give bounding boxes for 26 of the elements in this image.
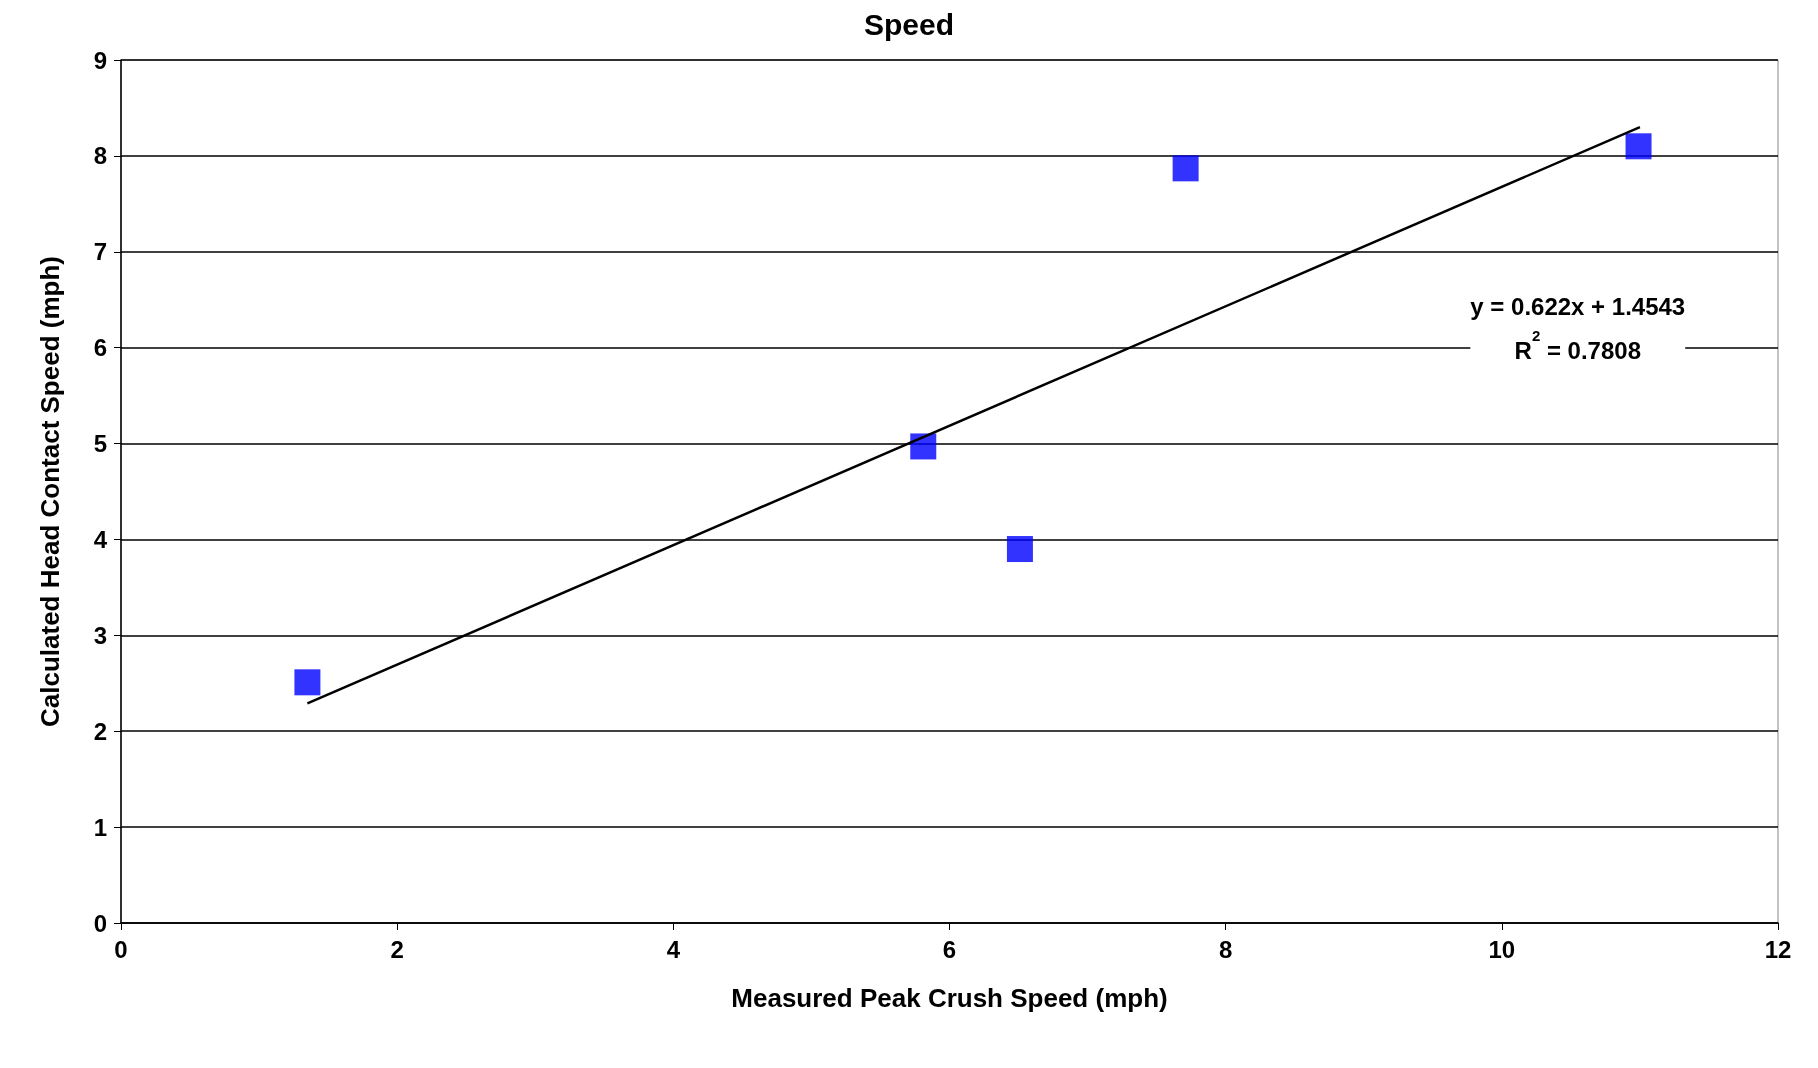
annotation: y = 0.622x + 1.4543 — [1470, 292, 1686, 320]
y-tick-label: 6 — [93, 334, 107, 362]
chart-title: Speed — [863, 7, 955, 41]
y-axis-title: Calculated Head Contact Speed (mph) — [35, 256, 65, 727]
y-tick-label: 8 — [93, 142, 107, 170]
y-tick-label: 3 — [93, 621, 107, 649]
y-tick-label: 2 — [93, 717, 107, 745]
x-tick-label: 2 — [390, 935, 404, 963]
x-axis-title: Measured Peak Crush Speed (mph) — [731, 983, 1168, 1013]
y-tick-label: 9 — [93, 46, 107, 74]
point — [1172, 155, 1199, 182]
point — [910, 433, 937, 460]
y-tick-label: 5 — [93, 430, 107, 458]
x-tick-label: 10 — [1488, 935, 1516, 963]
y-tick-label: 0 — [93, 909, 107, 937]
y-tick-label: 7 — [93, 238, 107, 266]
point — [1006, 536, 1033, 563]
point — [1625, 133, 1652, 160]
x-tick-label: 4 — [666, 935, 681, 963]
x-tick-label: 0 — [114, 935, 128, 963]
x-tick-label: 12 — [1764, 935, 1792, 963]
point — [294, 669, 321, 696]
x-tick-label: 6 — [942, 935, 957, 963]
y-tick-label: 4 — [93, 525, 108, 553]
y-tick-label: 1 — [93, 813, 107, 841]
x-tick-label: 8 — [1218, 935, 1233, 963]
